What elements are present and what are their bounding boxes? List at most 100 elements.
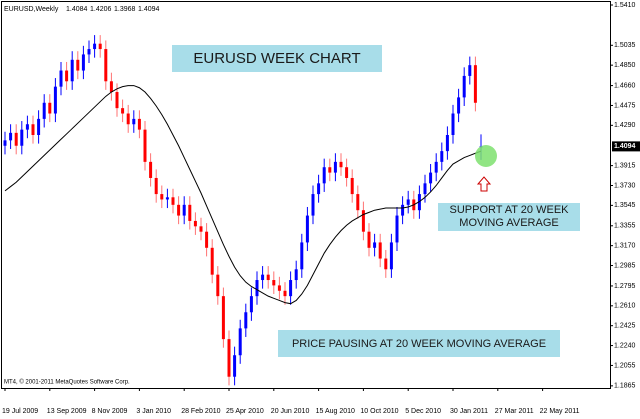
- y-tick-label: 1.2055: [614, 362, 636, 369]
- candle-body: [233, 355, 237, 377]
- candle-body: [104, 49, 108, 82]
- moving-average: [4, 85, 482, 305]
- candle-body: [171, 197, 175, 205]
- candle-body: [93, 43, 97, 50]
- candle-body: [462, 75, 466, 98]
- candle-body: [182, 204, 186, 216]
- candle-body: [361, 210, 365, 232]
- candle-body: [261, 274, 265, 281]
- candle-body: [440, 151, 444, 162]
- annotation-pause: PRICE PAUSING AT 20 WEEK MOVING AVERAGE: [292, 338, 546, 350]
- candle-body: [25, 124, 29, 130]
- title-box: [172, 45, 382, 72]
- candle-body: [121, 108, 125, 114]
- candle-body: [132, 118, 136, 125]
- candle-body: [210, 247, 214, 275]
- ohlc-close: 1.4094: [138, 6, 160, 13]
- candle-body: [429, 172, 433, 184]
- candle-body: [283, 290, 287, 297]
- y-tick-label: 1.2610: [614, 303, 636, 310]
- candle-body: [221, 296, 225, 340]
- candle-body: [457, 97, 461, 114]
- candle-body: [384, 258, 388, 270]
- y-tick-label: 1.3730: [614, 182, 636, 189]
- y-tick-label: 1.2425: [614, 323, 636, 330]
- candle-body: [434, 161, 438, 173]
- candle-body: [87, 49, 91, 55]
- candle-body: [395, 215, 399, 243]
- candle-body: [37, 118, 41, 135]
- candle-body: [205, 231, 209, 248]
- y-tick-label: 1.4290: [614, 122, 636, 129]
- candle-body: [48, 102, 52, 114]
- candle-body: [367, 231, 371, 248]
- candle-body: [76, 59, 80, 71]
- ohlc-open: 1.4084: [66, 6, 88, 13]
- candle-body: [266, 274, 270, 281]
- candle-body: [244, 312, 248, 329]
- current-price-label: 1.4094: [614, 143, 636, 150]
- candle-body: [378, 242, 382, 259]
- y-tick-label: 1.3915: [614, 162, 636, 169]
- candle-body: [193, 220, 197, 227]
- candle-body: [389, 242, 393, 270]
- x-tick-label: 28 Feb 2010: [181, 408, 220, 415]
- candle-body: [289, 280, 293, 297]
- support-box: [438, 203, 580, 231]
- x-tick-label: 5 Dec 2010: [405, 408, 441, 415]
- y-tick-label: 1.4660: [614, 82, 636, 89]
- candle-body: [42, 102, 46, 119]
- candle-body: [14, 132, 18, 146]
- candle-body: [423, 183, 427, 195]
- highlight-circle: [475, 145, 497, 167]
- candle-body: [216, 274, 220, 297]
- candle-body: [345, 167, 349, 178]
- y-tick-label: 1.4850: [614, 62, 636, 69]
- candle-body: [238, 328, 242, 356]
- candle-body: [3, 140, 7, 146]
- candle-body: [188, 204, 192, 221]
- candle-body: [356, 194, 360, 211]
- y-tick-label: 1.5410: [614, 2, 636, 9]
- candle-body: [31, 124, 35, 135]
- candle-body: [137, 118, 141, 130]
- candle-body: [199, 226, 203, 232]
- marks: [3, 35, 483, 386]
- candle-body: [277, 285, 281, 291]
- candle-body: [445, 134, 449, 152]
- ohlc-high: 1.4206: [90, 6, 112, 13]
- candle-body: [451, 113, 455, 135]
- candle-body: [294, 269, 298, 281]
- candle-body: [65, 70, 69, 82]
- candle-body: [317, 183, 321, 195]
- x-tick-label: 15 Aug 2010: [316, 408, 355, 415]
- annotation-support: MOVING AVERAGE: [459, 217, 558, 229]
- x-tick-label: 19 Jul 2009: [2, 408, 38, 415]
- x-tick-label: 22 May 2011: [540, 408, 580, 415]
- candle-body: [473, 65, 477, 103]
- x-tick-label: 10 Oct 2010: [360, 408, 398, 415]
- candle-body: [333, 161, 337, 173]
- candle-body: [328, 167, 332, 173]
- candle-body: [373, 242, 377, 248]
- y-tick-label: 1.2795: [614, 283, 636, 290]
- candle-body: [255, 280, 259, 297]
- copyright: MT4, © 2001-2011 MetaQuotes Software Cor…: [4, 379, 130, 386]
- candle-body: [81, 54, 85, 71]
- candle-body: [311, 194, 315, 216]
- ohlc-low: 1.3968: [114, 6, 136, 13]
- x-tick-label: 25 Apr 2010: [226, 408, 264, 415]
- candle-body: [149, 161, 153, 178]
- candle-body: [177, 204, 181, 216]
- candle-body: [59, 70, 63, 87]
- y-tick-label: 1.1865: [614, 383, 636, 390]
- y-tick-label: 1.2240: [614, 342, 636, 349]
- y-tick-label: 1.3355: [614, 223, 636, 230]
- annotation-support: SUPPORT AT 20 WEEK: [449, 204, 569, 216]
- candle-body: [322, 167, 326, 184]
- x-tick-label: 8 Nov 2009: [92, 408, 128, 415]
- y-tick-label: 1.5035: [614, 42, 636, 49]
- candle-body: [468, 65, 472, 76]
- up-arrow: [476, 176, 492, 192]
